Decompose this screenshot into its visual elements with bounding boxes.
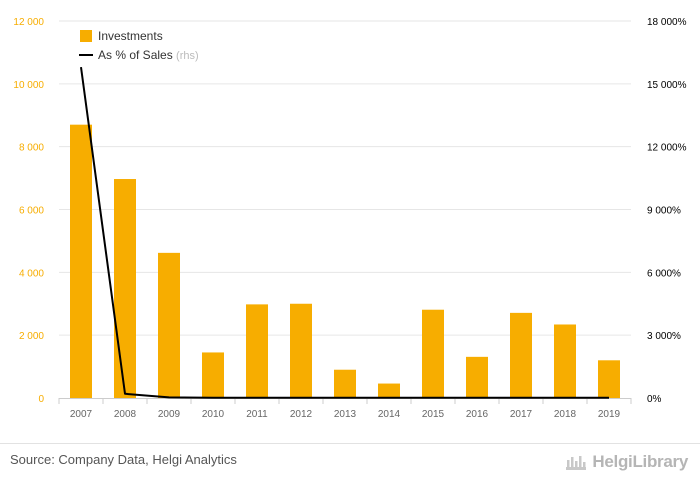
legend-series-name: As % of Sales <box>98 48 176 62</box>
bar-2011 <box>246 304 268 398</box>
helgi-library-logo-icon <box>566 456 587 470</box>
bar-2018 <box>554 324 576 398</box>
x-tick-label: 2013 <box>334 409 357 420</box>
bar-2007 <box>70 124 92 399</box>
x-tick-label: 2009 <box>158 409 181 420</box>
chart-svg: 0 2 000 4 000 6 000 8 000 10 000 12 000 0% 3 000… <box>13 17 687 420</box>
x-tick-label: 2018 <box>554 409 577 420</box>
y-left-tick-label: 2 000 <box>19 331 44 342</box>
y-left-tick-label: 0 <box>38 394 44 405</box>
y-right-tick-label: 6 000% <box>647 268 681 279</box>
source-note: Source: Company Data, Helgi Analytics <box>10 452 237 467</box>
bar-2015 <box>422 309 444 398</box>
bar-2014 <box>378 383 400 398</box>
bar-2019 <box>598 360 620 398</box>
bar-2017 <box>510 312 532 398</box>
x-tick-label: 2019 <box>598 409 621 420</box>
legend-swatch-investments <box>80 30 92 42</box>
legend-label-investments: Investments <box>98 29 163 43</box>
bar-2008 <box>114 179 136 398</box>
bar-2010 <box>202 352 224 398</box>
x-tick-label: 2014 <box>378 409 401 420</box>
y-left-tick-label: 12 000 <box>13 17 44 28</box>
y-left-tick-label: 4 000 <box>19 268 44 279</box>
x-tick-label: 2008 <box>114 409 137 420</box>
x-tick-label: 2010 <box>202 409 225 420</box>
x-tick-label: 2011 <box>246 409 268 420</box>
y-left-tick-label: 10 000 <box>13 80 44 91</box>
x-tick-label: 2017 <box>510 409 533 420</box>
y-right-tick-label: 0% <box>647 394 662 405</box>
bar-2016 <box>466 356 488 398</box>
line-as-pct-of-sales <box>80 66 609 399</box>
y-right-tick-label: 15 000% <box>647 80 687 91</box>
legend-rhs-note: (rhs) <box>176 50 199 62</box>
y-right-tick-label: 18 000% <box>647 17 687 28</box>
y-left-tick-label: 8 000 <box>19 143 44 154</box>
brand-name: HelgiLibrary <box>592 452 688 471</box>
brand-logo: HelgiLibrary <box>565 449 688 475</box>
bar-2009 <box>158 252 180 398</box>
y-right-tick-label: 3 000% <box>647 331 681 342</box>
y-right-tick-label: 12 000% <box>647 143 687 154</box>
x-tick-label: 2007 <box>70 409 93 420</box>
y-right-tick-label: 9 000% <box>647 206 681 217</box>
x-tick-label: 2016 <box>466 409 489 420</box>
footer: Source: Company Data, Helgi Analytics He… <box>0 443 700 483</box>
y-left-tick-label: 6 000 <box>19 206 44 217</box>
bar-2012 <box>290 303 312 398</box>
x-tick-label: 2015 <box>422 409 445 420</box>
bar-2013 <box>334 369 356 398</box>
footer-divider <box>0 443 700 444</box>
legend-label-as-pct-of-sales: As % of Sales (rhs) <box>98 48 199 62</box>
x-tick-label: 2012 <box>290 409 313 420</box>
